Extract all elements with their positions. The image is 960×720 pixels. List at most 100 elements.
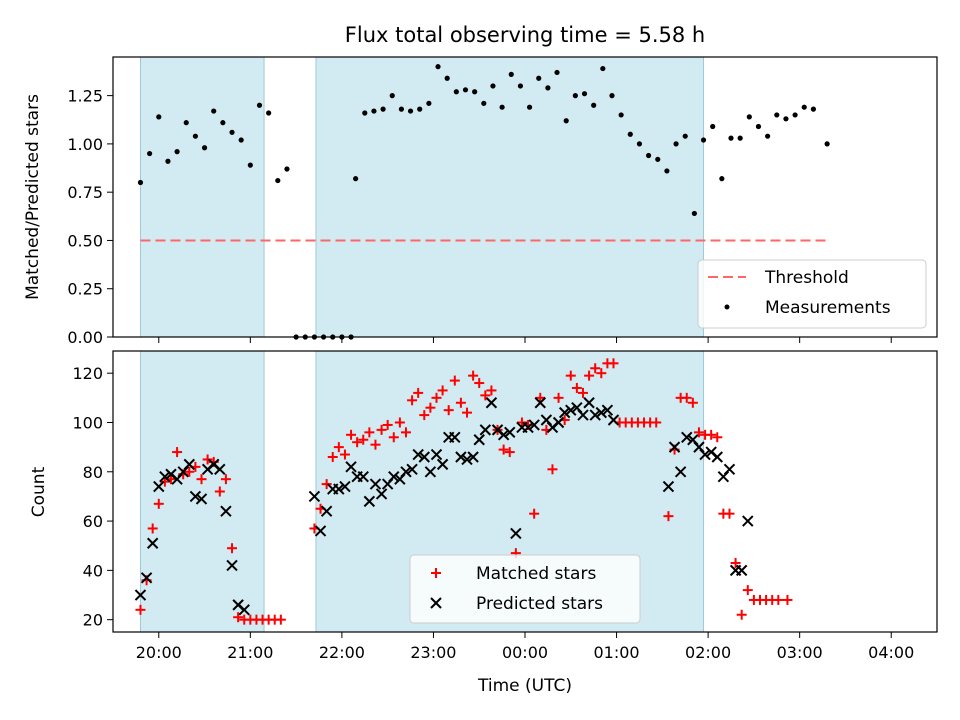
predicted-star-marker <box>189 490 202 503</box>
top-y-tick-label: 0.75 <box>67 183 103 202</box>
matched-star-marker <box>736 609 747 620</box>
matched-star-marker <box>407 395 418 406</box>
predicted-star-marker <box>412 448 424 461</box>
top-y-axis-label: Matched/Predicted stars <box>23 94 43 300</box>
measurement-point <box>156 114 162 120</box>
measurement-point <box>481 100 487 106</box>
predicted-star-marker <box>742 515 754 527</box>
measurement-point <box>646 152 652 159</box>
measurement-point <box>453 89 459 95</box>
bottom-legend: Matched stars Predicted stars <box>409 554 641 624</box>
predicted-star-marker <box>146 537 159 549</box>
matched-star-marker <box>419 410 430 421</box>
measurement-point <box>389 93 395 99</box>
matched-star-marker <box>352 437 363 448</box>
bottom-plot: 20 40 60 80 100 120 20:00 21:00 22:00 23:00 00:00… <box>29 350 938 696</box>
predicted-star-marker <box>674 466 687 478</box>
measurement-point <box>673 141 679 147</box>
x-tick-label: 00:00 <box>502 643 548 662</box>
top-y-tick-label: 1.25 <box>67 87 103 106</box>
bottom-x-ticks: 20:00 21:00 22:00 23:00 00:00 01:00 02:00 03:00… <box>136 632 914 662</box>
matched-star-marker <box>480 390 491 401</box>
measurement-point <box>517 83 524 89</box>
matched-star-marker <box>425 402 436 413</box>
matched-star-marker <box>327 451 338 462</box>
legend-predicted-label: Predicted stars <box>476 594 603 614</box>
predicted-star-marker <box>583 397 595 409</box>
matched-star-marker <box>742 585 753 596</box>
predicted-star-marker <box>238 604 250 616</box>
matched-star-marker <box>577 387 588 398</box>
predicted-star-marker <box>558 406 571 419</box>
measurement-point <box>417 106 423 112</box>
matched-star-marker <box>220 474 231 485</box>
measurement-point <box>526 104 533 110</box>
predicted-star-marker <box>577 409 589 421</box>
matched-star-marker <box>468 370 479 381</box>
matched-star-marker <box>535 392 546 403</box>
matched-star-marker <box>724 508 735 519</box>
matched-star-marker <box>462 407 473 418</box>
measurement-point <box>627 131 633 137</box>
matched-star-marker <box>321 479 332 490</box>
measurement-point <box>499 104 505 110</box>
measurement-point <box>426 100 432 106</box>
bottom-y-axis-label: Count <box>29 466 49 517</box>
predicted-star-marker <box>589 409 601 421</box>
x-tick-label: 21:00 <box>227 643 273 662</box>
bottom-axes-frame <box>112 350 938 633</box>
bottom-y-tick-label: 80 <box>83 463 103 482</box>
predicted-star-marker <box>153 480 165 493</box>
predicted-star-marker <box>473 434 485 446</box>
top-observing-windows <box>139 56 705 338</box>
predicted-star-marker <box>320 505 333 517</box>
top-y-tick-label: 0.25 <box>67 280 103 299</box>
legend-matched-label: Matched stars <box>476 564 596 584</box>
x-tick-label: 04:00 <box>868 643 914 662</box>
measurement-point <box>380 106 386 112</box>
measurement-point <box>462 87 469 93</box>
measurement-point <box>192 133 198 139</box>
measurement-point <box>229 129 235 135</box>
predicted-star-marker <box>723 463 736 476</box>
legend-predicted-swatch <box>430 597 442 609</box>
predicted-star-marker <box>314 525 327 537</box>
predicted-star-marker <box>183 458 196 471</box>
x-tick-label: 22:00 <box>319 643 365 662</box>
predicted-star-marker <box>436 458 449 471</box>
matched-star-marker <box>159 476 170 487</box>
matched-star-marker <box>712 432 723 443</box>
predicted-star-marker <box>226 559 238 572</box>
measurement-point <box>371 108 377 114</box>
matched-star-marker <box>516 417 527 428</box>
measurement-point <box>284 166 290 172</box>
matched-star-marker <box>584 370 595 381</box>
matched-stars-points <box>135 358 793 625</box>
measurement-point <box>275 177 281 184</box>
predicted-star-marker <box>735 564 748 577</box>
matched-star-marker <box>172 447 183 458</box>
top-x-ticks <box>158 337 892 343</box>
measurement-point <box>256 102 263 108</box>
measurement-point <box>165 158 171 164</box>
matched-star-marker <box>547 464 558 475</box>
matched-star-marker <box>553 392 564 403</box>
predicted-star-marker <box>159 471 171 483</box>
top-axes-frame <box>112 56 938 338</box>
matched-star-marker <box>486 385 497 396</box>
measurement-point <box>591 102 597 108</box>
measurement-point <box>609 93 615 99</box>
matched-star-marker <box>571 382 582 393</box>
x-tick-label: 23:00 <box>410 643 456 662</box>
measurement-point <box>362 110 368 116</box>
matched-star-marker <box>358 434 369 445</box>
predicted-star-marker <box>388 471 400 483</box>
matched-star-marker <box>443 405 454 416</box>
measurement-point <box>810 106 817 112</box>
predicted-star-marker <box>430 448 443 461</box>
measurement-point <box>183 120 189 126</box>
matched-star-marker <box>706 429 717 440</box>
predicted-star-marker <box>504 426 516 439</box>
predicted-star-marker <box>455 451 467 463</box>
